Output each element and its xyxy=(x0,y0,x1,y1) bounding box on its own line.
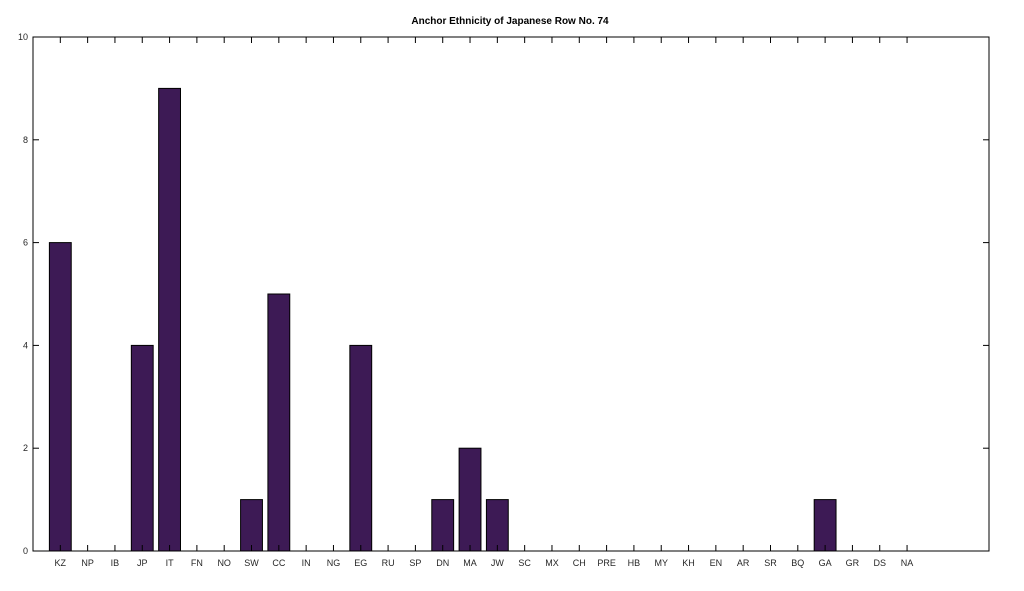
x-tick-label: GR xyxy=(846,558,860,568)
bar-kz xyxy=(48,242,72,552)
x-tick-label: SW xyxy=(244,558,259,568)
bar-ga xyxy=(813,499,837,552)
plot-frame xyxy=(32,36,990,552)
x-tick-label: HB xyxy=(628,558,641,568)
x-tick-label: KZ xyxy=(55,558,67,568)
bar-dn xyxy=(431,499,455,552)
x-tick-label: NG xyxy=(327,558,341,568)
x-axis-ticks: KZ NP IB JP IT FN NO SW CC IN NG EG RU SP DN MA JW SC MX CH… xyxy=(55,37,914,568)
x-tick-label: CC xyxy=(272,558,285,568)
x-tick-label: NP xyxy=(81,558,94,568)
x-tick-label: MX xyxy=(545,558,559,568)
x-tick-label: JP xyxy=(137,558,148,568)
x-tick-label: SR xyxy=(764,558,777,568)
bars xyxy=(48,87,837,552)
bar-jp xyxy=(130,344,154,552)
bar-it xyxy=(158,87,181,552)
y-tick-label: 8 xyxy=(23,135,28,145)
x-tick-label: BQ xyxy=(791,558,804,568)
x-tick-label: MA xyxy=(463,558,477,568)
x-tick-label: PRE xyxy=(597,558,616,568)
bar-cc xyxy=(267,293,291,552)
bar-sw xyxy=(240,499,263,552)
axes xyxy=(32,36,990,552)
bar-jw xyxy=(485,499,509,552)
x-tick-label: DS xyxy=(873,558,886,568)
x-tick-label: MY xyxy=(654,558,668,568)
x-tick-label: IB xyxy=(111,558,120,568)
x-tick-label: AR xyxy=(737,558,750,568)
x-tick-label: KH xyxy=(682,558,695,568)
x-tick-label: NO xyxy=(217,558,231,568)
y-tick-label: 0 xyxy=(23,546,28,556)
y-axis-ticks: 0 2 4 6 8 10 xyxy=(18,32,989,556)
x-tick-label: EG xyxy=(354,558,367,568)
x-tick-label: SC xyxy=(518,558,531,568)
x-tick-label: EN xyxy=(710,558,723,568)
x-tick-label: CH xyxy=(573,558,586,568)
bar-ma xyxy=(458,447,482,552)
y-tick-label: 6 xyxy=(23,238,28,248)
x-tick-label: IT xyxy=(166,558,175,568)
chart-title: Anchor Ethnicity of Japanese Row No. 74 xyxy=(411,16,609,27)
y-tick-label: 2 xyxy=(23,443,28,453)
x-tick-label: JW xyxy=(491,558,505,568)
x-tick-label: SP xyxy=(409,558,421,568)
x-tick-label: GA xyxy=(819,558,832,568)
x-tick-label: DN xyxy=(436,558,449,568)
bar-eg xyxy=(349,344,373,552)
y-tick-label: 10 xyxy=(18,32,28,42)
x-tick-label: FN xyxy=(191,558,203,568)
x-tick-label: NA xyxy=(901,558,914,568)
x-tick-label: IN xyxy=(302,558,311,568)
y-tick-label: 4 xyxy=(23,340,28,350)
x-tick-label: RU xyxy=(382,558,395,568)
